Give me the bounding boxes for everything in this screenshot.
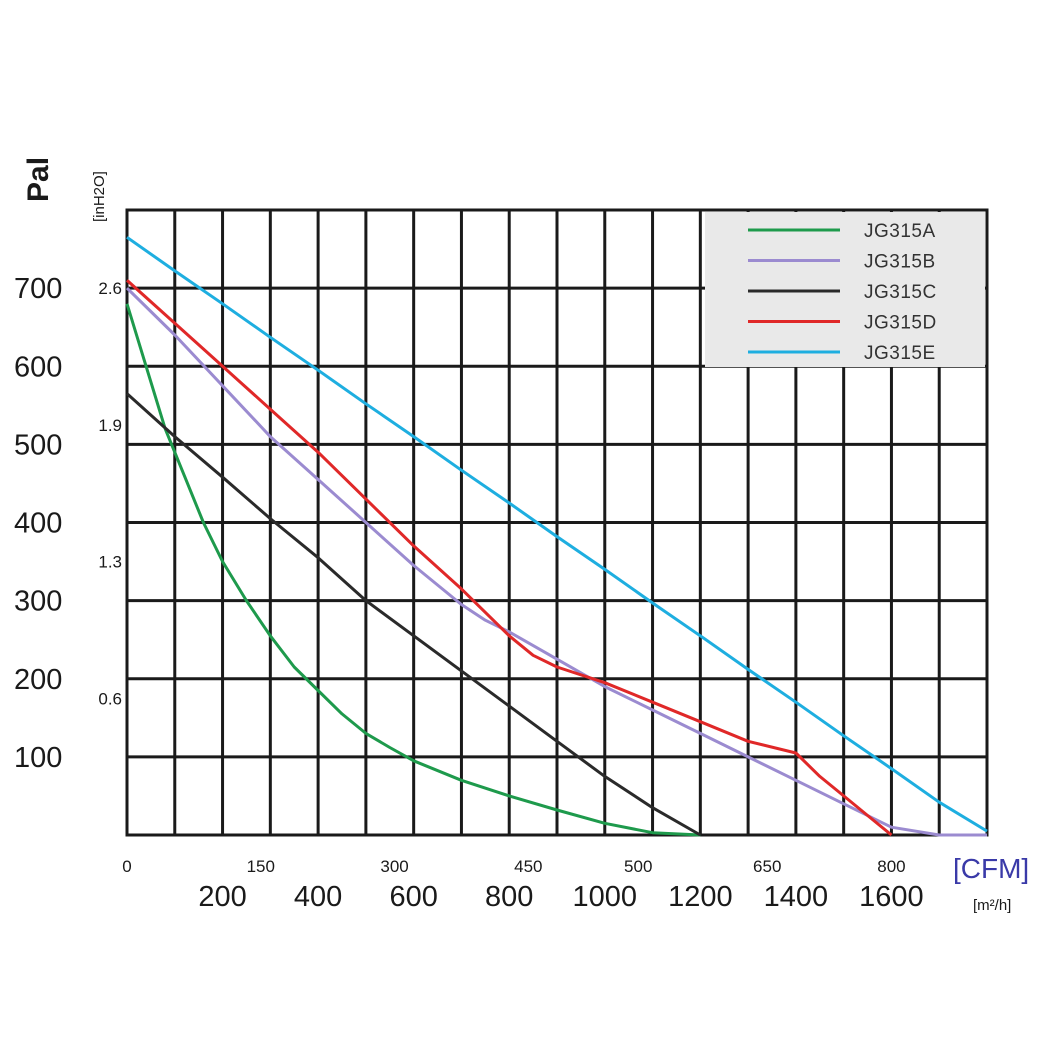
x-tick-label-m3h: 600	[389, 881, 437, 913]
x-tick-label-m3h: 200	[198, 881, 246, 913]
x-axis-label: [CFM]	[953, 853, 1029, 884]
legend-entry: JG315A	[864, 221, 936, 242]
x-tick-label-cfm: 650	[753, 857, 781, 876]
series-line-jg315c	[125, 392, 702, 837]
series-line-jg315e	[126, 236, 988, 833]
legend-entry: JG315D	[864, 313, 937, 334]
y-tick-label-inh2o: 1.3	[98, 553, 122, 572]
x-tick-label-m3h: 1600	[859, 881, 924, 913]
x-tick-label-m3h: 400	[294, 881, 342, 913]
x-tick-label-cfm: 500	[624, 857, 652, 876]
y-tick-label-pa: 200	[14, 664, 62, 696]
y-tick-label-inh2o: 2.6	[98, 279, 122, 298]
x-tick-label-cfm: 450	[514, 857, 542, 876]
legend-entry: JG315C	[864, 282, 937, 303]
y-tick-label-pa: 400	[14, 508, 62, 540]
x-tick-label-m3h: 1400	[764, 881, 829, 913]
series-lines	[125, 236, 988, 837]
x-tick-label-m3h: 1200	[668, 881, 733, 913]
series-line-jg315b	[125, 287, 987, 837]
y-tick-label-pa: 300	[14, 586, 62, 618]
y-tick-label-pa: 100	[14, 742, 62, 774]
y-tick-label-pa: 500	[14, 429, 62, 461]
x-axis-secondary-label: [m²/h]	[973, 897, 1011, 914]
tick-labels: 700 600 500 400 300 200 100 2.6 1.9 1.3 0.6 0 150 300…	[14, 273, 924, 913]
y-tick-label-pa: 600	[14, 351, 62, 383]
legend-entry: JG315B	[864, 252, 936, 273]
y-tick-label-inh2o: 1.9	[98, 416, 122, 435]
y-tick-label-pa: 700	[14, 273, 62, 305]
y-axis-label: Pal	[22, 157, 55, 202]
legend: JG315A JG315B JG315C JG315D JG315E	[705, 212, 985, 367]
series-line-jg315d	[125, 279, 893, 837]
x-tick-label-cfm: 800	[877, 857, 905, 876]
x-tick-label-cfm: 150	[247, 857, 275, 876]
y-axis-secondary-label: [inH2O]	[91, 171, 108, 222]
x-tick-label-cfm: 0	[122, 857, 131, 876]
legend-background	[705, 212, 985, 367]
x-tick-label-m3h: 1000	[573, 881, 638, 913]
y-tick-label-inh2o: 0.6	[98, 689, 122, 708]
series-line-jg315a	[125, 303, 701, 837]
x-tick-label-m3h: 800	[485, 881, 533, 913]
legend-entry: JG315E	[864, 343, 936, 364]
x-tick-label-cfm: 300	[380, 857, 408, 876]
